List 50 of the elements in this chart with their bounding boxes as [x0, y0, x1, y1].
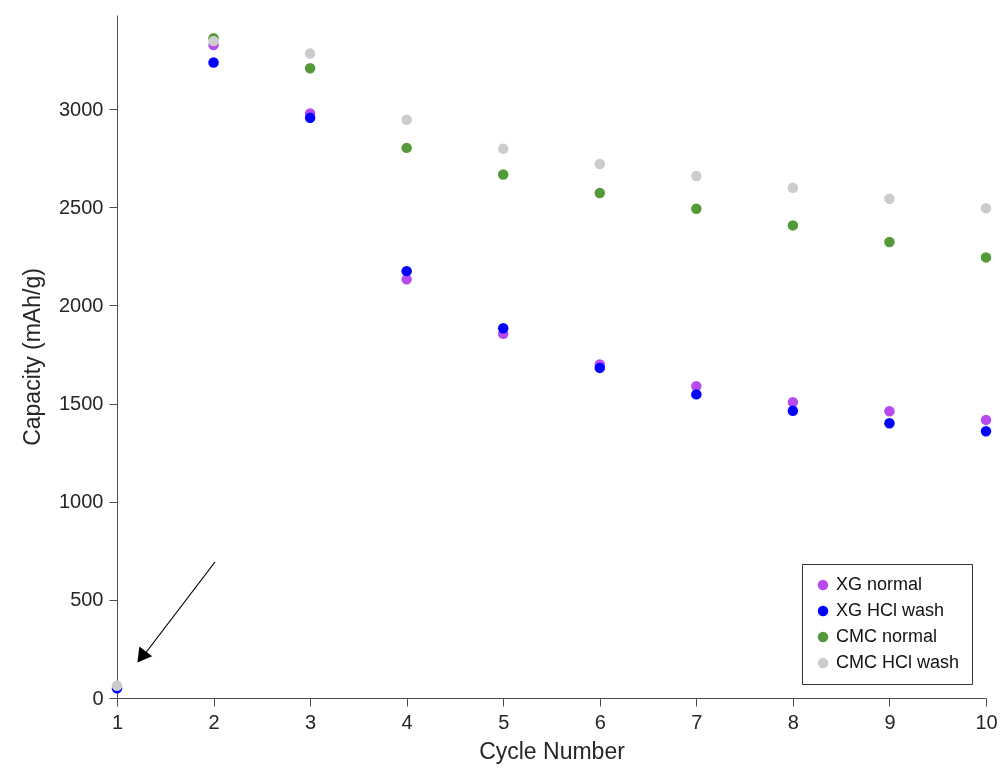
y-tick-label: 1000: [59, 490, 104, 513]
y-tick-label: 1500: [59, 392, 104, 415]
y-axis-title: Capacity (mAh/g): [19, 268, 46, 446]
point: [497, 143, 509, 154]
point: [884, 193, 895, 204]
point: [884, 236, 895, 248]
x-tick-label: 8: [787, 710, 799, 733]
point: [787, 182, 799, 193]
legend-label: XG HCl wash: [836, 600, 945, 620]
point: [594, 158, 606, 170]
point: [980, 252, 992, 263]
point: [401, 265, 412, 277]
x-tick-label: 9: [884, 710, 896, 733]
x-tick-label: 3: [305, 710, 317, 733]
x-tick-label: 2: [208, 710, 220, 733]
point: [884, 406, 895, 417]
point: [304, 112, 316, 124]
point: [497, 323, 509, 334]
y-tick-label: 2500: [59, 195, 104, 218]
y-tick-label: 3000: [59, 97, 104, 120]
point: [497, 169, 509, 180]
point: [691, 203, 702, 214]
point: [401, 142, 412, 154]
legend-label: CMC HCl wash: [836, 652, 960, 672]
y-tick-label: 0: [92, 686, 104, 709]
point: [304, 48, 316, 59]
point: [884, 418, 895, 429]
x-tick-label: 4: [401, 710, 413, 733]
x-tick-label: 1: [111, 710, 124, 733]
legend-label: XG normal: [836, 574, 923, 594]
y-tick-label: 2000: [59, 293, 104, 316]
y-tick-label: 500: [70, 588, 104, 611]
x-tick-label: 5: [498, 710, 510, 733]
point: [980, 426, 992, 437]
point: [691, 389, 702, 400]
x-tick-label: 7: [691, 710, 703, 733]
point: [594, 187, 606, 199]
point: [980, 203, 992, 214]
point: [401, 114, 412, 126]
point: [594, 362, 606, 374]
point: [787, 405, 799, 417]
point: [691, 170, 702, 182]
point: [304, 62, 316, 74]
point: [787, 220, 799, 231]
point: [208, 57, 219, 68]
x-tick-label: 10: [975, 710, 998, 733]
x-axis-title: Cycle Number: [479, 737, 626, 764]
x-tick-label: 6: [594, 710, 606, 733]
point: [980, 414, 992, 426]
legend-label: CMC normal: [836, 626, 938, 646]
